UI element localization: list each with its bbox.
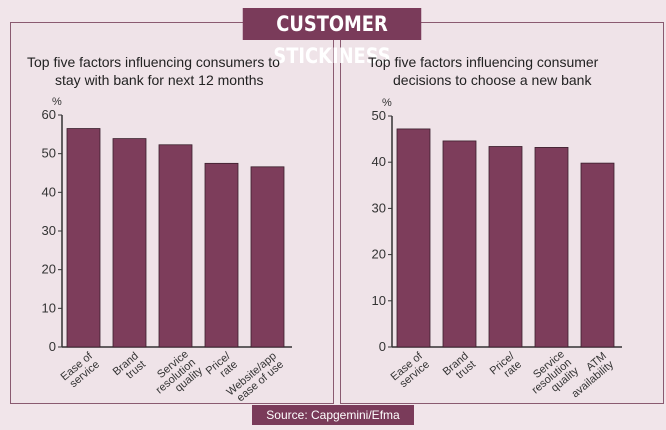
x-tick-label: Ease ofservice bbox=[59, 350, 103, 392]
y-tick-label: 10 bbox=[372, 293, 386, 308]
bar bbox=[442, 140, 477, 348]
x-tick-label: Ease ofservice bbox=[389, 350, 433, 392]
y-tick-label: 20 bbox=[372, 247, 386, 262]
bar bbox=[488, 146, 523, 348]
y-tick-label: 40 bbox=[42, 184, 56, 199]
y-tick-label: 40 bbox=[372, 154, 386, 169]
y-tick-label: 50 bbox=[372, 108, 386, 123]
right-title-line: Top five factors influencing consumer bbox=[368, 54, 599, 70]
bar bbox=[250, 166, 285, 348]
x-tick-label: Price/rate bbox=[488, 350, 525, 386]
right-title-line: decisions to choose a new bank bbox=[393, 72, 592, 88]
bar bbox=[158, 144, 193, 348]
y-tick-label: 60 bbox=[42, 107, 56, 122]
bar bbox=[534, 147, 569, 348]
right-chart-title: Top five factors influencing consumer dec… bbox=[368, 53, 598, 89]
bar bbox=[396, 128, 431, 348]
y-tick-label: 20 bbox=[42, 262, 56, 277]
infographic-title: CUSTOMER STICKINESS bbox=[242, 8, 422, 68]
bar bbox=[580, 162, 615, 348]
y-axis-label: % bbox=[52, 96, 62, 108]
y-tick-label: 10 bbox=[42, 300, 56, 315]
bar bbox=[204, 162, 239, 348]
x-tick-label: Brandtrust bbox=[111, 350, 148, 386]
y-tick-label: 50 bbox=[42, 146, 56, 161]
y-axis-label: % bbox=[382, 97, 392, 109]
x-tick-label: Website/appease of use bbox=[225, 350, 286, 407]
left-chart-title: Top five factors influencing consumers t… bbox=[27, 53, 280, 89]
bar bbox=[66, 128, 101, 348]
x-tick-label: Brandtrust bbox=[441, 350, 478, 386]
y-tick-label: 30 bbox=[372, 200, 386, 215]
left-title-line: stay with bank for next 12 months bbox=[55, 72, 264, 88]
y-tick-label: 30 bbox=[42, 223, 56, 238]
x-tick-label: Serviceresolutionquality bbox=[147, 348, 206, 405]
y-tick-label: 0 bbox=[49, 339, 56, 354]
source-label: Source: Capgemini/Efma bbox=[252, 405, 414, 425]
left-title-line: Top five factors influencing consumers t… bbox=[27, 54, 280, 70]
bar bbox=[112, 138, 147, 348]
y-tick-label: 0 bbox=[379, 339, 386, 354]
